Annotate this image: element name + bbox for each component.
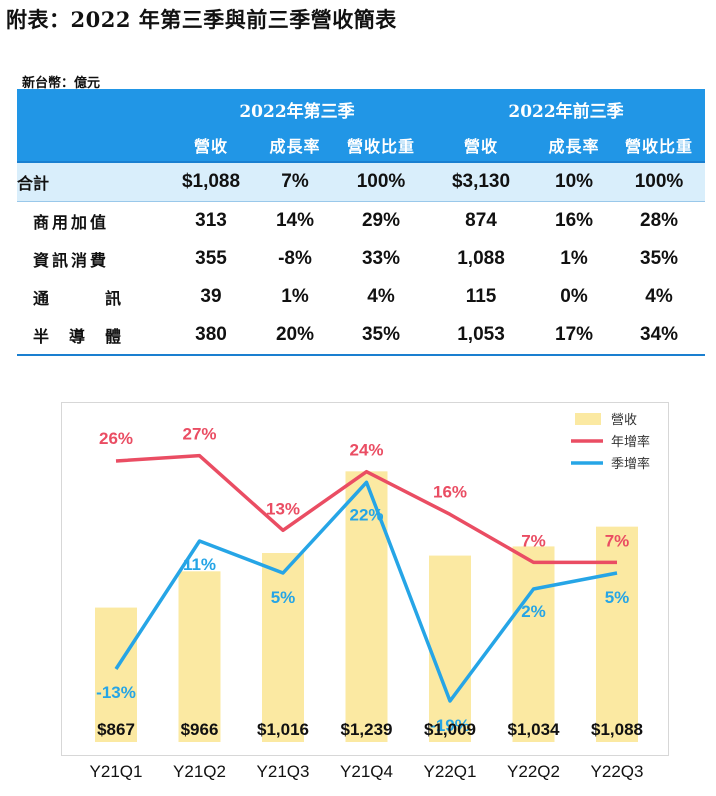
group-header-ytd: 2022年前三季 [427,89,706,129]
yoy-data-label: 13% [266,499,300,518]
table-cell: 14% [275,210,315,231]
table-row: 通訊 39 1% 4% 115 0% 4% [17,278,705,316]
table-row: 資訊消費 355 -8% 33% 1,088 1% 35% [17,240,705,278]
table-cell: 1% [560,248,588,269]
bar-value-label: $1,016 [257,720,309,739]
table-cell: 313 [195,210,227,231]
revenue-summary-table: 2022年第三季 2022年前三季 營收 成長率 營收比重 營收 成長率 營收比… [17,89,706,356]
group-header-q3: 2022年第三季 [167,89,428,129]
yoy-data-label: 27% [182,425,216,444]
table-cell: 380 [167,316,255,356]
qoq-data-label: 5% [271,588,296,607]
legend-label: 營收 [611,413,637,428]
table-cell: 1% [281,286,309,307]
page-title: 附表：2022 年第三季與前三季營收簡表 [6,7,397,32]
table-cell: 1,088 [457,248,505,269]
qoq-growth-line [114,480,618,703]
table-cell: 100% [613,161,706,202]
table-cell: 0% [560,286,588,307]
qoq-data-label: 2% [521,602,546,621]
revenue-growth-chart: 26% 27% 13% 24% 16% 7% 7% -13% 11% 5% 22% -19% 2% 5% $… [61,402,669,781]
table-cell: 28% [640,210,679,231]
bar-value-label: $966 [181,720,219,739]
table-cell: 16% [555,210,594,231]
qoq-data-label: 11% [183,555,216,574]
chart-svg: 26% 27% 13% 24% 16% 7% 7% -13% 11% 5% 22% -19% 2% 5% $… [90,413,650,781]
table-cell: 20% [255,316,335,356]
bar-Y22Q1 [429,555,471,742]
row-label: 合計 [17,161,167,202]
table-cell: 355 [195,248,227,269]
row-label: 通訊 [17,278,167,316]
table-row: 半導體 380 20% 35% 1,053 17% 34% [17,316,706,356]
table-cell: 35% [640,248,679,269]
currency-unit-label: 新台幣：億元 [22,76,101,91]
row-label: 商用加值 [33,213,110,232]
column-header: 營收比重 [613,129,706,162]
x-tick-label: Y21Q3 [257,762,310,781]
bar-value-label: $1,239 [341,720,393,739]
column-header: 成長率 [255,129,335,162]
table-cell: -8% [278,248,312,269]
yoy-data-label: 24% [349,441,383,460]
table-cell: 7% [255,161,335,202]
x-tick-label: Y22Q1 [424,762,477,781]
table-cell: 17% [535,316,614,356]
column-header: 營收 [427,129,536,162]
yoy-data-label: 7% [605,531,630,550]
column-header: 營收比重 [335,129,428,162]
bar-value-label: $1,009 [424,720,476,739]
table-cell: 10% [535,161,614,202]
row-label: 資訊消費 [33,251,110,270]
qoq-data-label: -19% [430,716,470,735]
table-cell: 4% [645,286,673,307]
column-header: 成長率 [535,129,614,162]
table-row-total: 合計 $1,088 7% 100% $3,130 10% 100% [17,161,706,202]
table-corner [17,89,167,129]
bar-value-label: $867 [97,720,135,739]
table-cell: 33% [361,248,401,269]
table-cell: 39 [200,286,222,307]
table-cell: 100% [335,161,428,202]
table-cell: 1,053 [427,316,536,356]
yoy-data-label: 7% [521,531,546,550]
row-label-text: 通訊 [33,289,121,308]
column-header: 營收 [167,129,255,162]
bar-Y21Q2 [178,571,221,742]
table-corner-2 [17,129,167,162]
x-tick-label: Y22Q2 [507,762,560,781]
yoy-growth-line [115,453,617,565]
table-cell: 874 [465,210,497,231]
qoq-data-label: 22% [349,505,383,524]
table-cell: $1,088 [167,161,255,202]
table-cell: $3,130 [427,161,536,202]
table-cell: 29% [361,210,401,231]
row-label: 半導體 [17,316,167,356]
row-label-text: 半導體 [33,327,121,346]
qoq-data-label: 5% [605,588,630,607]
bar-Y22Q2 [512,546,555,742]
legend-swatch-revenue [575,413,601,425]
bar-value-label: $1,088 [591,720,643,739]
legend-label: 季增率 [611,456,650,472]
table-cell: 35% [335,316,428,356]
x-tick-label: Y21Q4 [340,762,393,781]
qoq-data-label: -13% [96,683,136,702]
table-cell: 4% [367,286,395,307]
bar-value-label: $1,034 [508,720,561,739]
yoy-data-label: 16% [433,482,467,501]
bar-Y21Q1 [95,607,137,742]
table-row: 商用加值 313 14% 29% 874 16% 28% [17,202,705,241]
table-cell: 115 [465,286,497,307]
x-tick-label: Y22Q3 [591,762,644,781]
yoy-data-label: 26% [99,429,133,448]
bar-Y21Q3 [262,553,304,742]
table-cell: 34% [613,316,706,356]
x-tick-label: Y21Q1 [90,762,143,781]
x-tick-label: Y21Q2 [173,762,226,781]
bar-Y22Q3 [596,526,638,742]
legend-label: 年增率 [611,434,650,450]
